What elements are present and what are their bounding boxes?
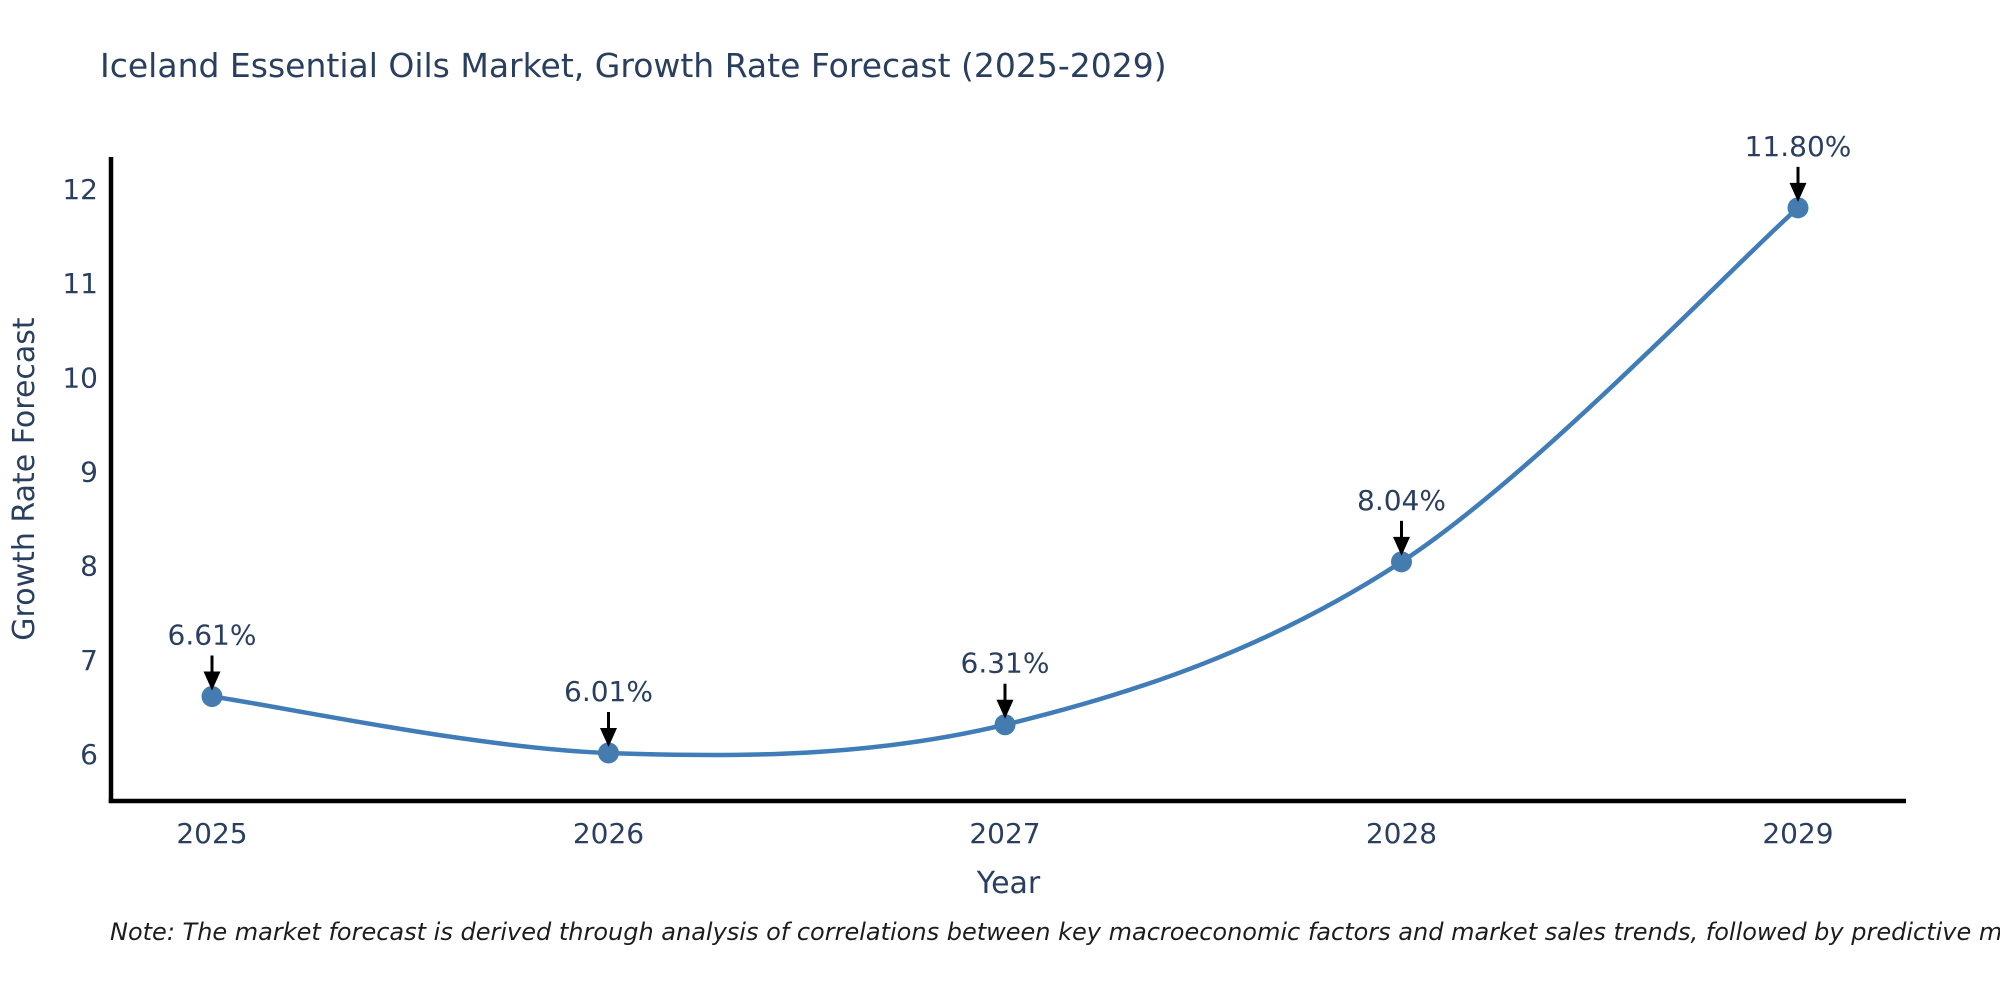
x-tick-label: 2027 bbox=[969, 817, 1040, 850]
x-tick-label: 2029 bbox=[1762, 817, 1833, 850]
footnote: Note: The market forecast is derived thr… bbox=[110, 918, 2000, 946]
data-point-marker bbox=[1391, 551, 1412, 573]
y-tick-label: 9 bbox=[80, 455, 98, 488]
y-tick-label: 6 bbox=[80, 738, 98, 771]
y-axis-title: Growth Rate Forecast bbox=[7, 317, 42, 641]
y-tick-label: 11 bbox=[62, 267, 98, 300]
annotation-arrowhead bbox=[600, 727, 617, 747]
data-point-label: 8.04% bbox=[1357, 484, 1446, 517]
data-point-marker bbox=[1787, 197, 1809, 219]
data-point-label: 11.80% bbox=[1745, 130, 1852, 163]
x-tick-label: 2028 bbox=[1366, 817, 1437, 850]
x-tick-label: 2026 bbox=[573, 817, 644, 850]
chart-title: Iceland Essential Oils Market, Growth Ra… bbox=[100, 46, 1167, 85]
y-tick-label: 8 bbox=[80, 550, 98, 583]
x-tick-label: 2025 bbox=[176, 817, 247, 850]
data-point-label: 6.01% bbox=[564, 675, 653, 708]
data-point-marker bbox=[598, 742, 619, 764]
data-point-label: 6.61% bbox=[168, 618, 257, 651]
annotation-arrowhead bbox=[996, 699, 1014, 719]
annotation-arrowhead bbox=[1393, 536, 1410, 556]
x-axis-title: Year bbox=[976, 866, 1041, 901]
data-point-label: 6.31% bbox=[961, 647, 1050, 680]
annotation-arrowhead bbox=[203, 671, 221, 691]
annotation-arrowhead bbox=[1789, 182, 1807, 202]
data-point-marker bbox=[994, 714, 1016, 736]
data-point-marker bbox=[201, 685, 223, 707]
y-tick-label: 10 bbox=[62, 361, 98, 394]
y-tick-label: 7 bbox=[80, 644, 98, 677]
y-tick-label: 12 bbox=[62, 173, 98, 206]
